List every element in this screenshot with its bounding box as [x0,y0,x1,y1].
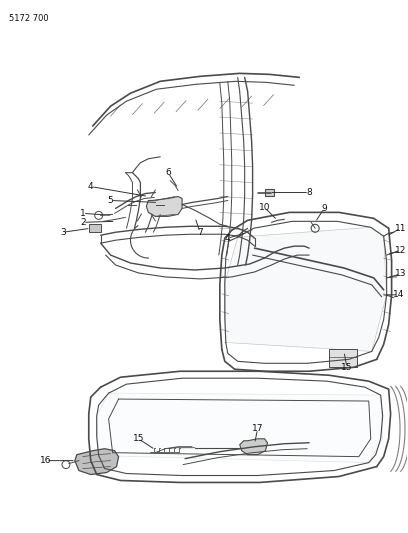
FancyBboxPatch shape [329,350,357,367]
Text: 10: 10 [259,203,270,212]
Text: 15: 15 [133,434,144,443]
Text: 1: 1 [80,209,86,218]
Text: 6: 6 [165,168,171,177]
Polygon shape [225,227,387,351]
Text: 4: 4 [88,182,93,191]
Text: 2: 2 [80,218,86,227]
Text: 8: 8 [306,188,312,197]
Text: 3: 3 [60,228,66,237]
Text: 5172 700: 5172 700 [9,14,49,23]
FancyBboxPatch shape [264,189,275,197]
Text: 14: 14 [393,290,404,300]
Text: 12: 12 [395,246,406,255]
Text: 11: 11 [395,224,406,233]
Text: 9: 9 [321,204,327,213]
Polygon shape [146,197,182,216]
Polygon shape [97,393,383,463]
Polygon shape [239,439,268,455]
Text: 16: 16 [40,456,52,465]
Text: 17: 17 [252,424,263,433]
Text: 15: 15 [341,363,353,372]
Polygon shape [75,449,119,474]
Text: 7: 7 [197,228,203,237]
Text: 5: 5 [108,196,113,205]
Text: 4: 4 [225,233,231,243]
FancyBboxPatch shape [89,224,101,232]
Text: 13: 13 [395,270,406,278]
